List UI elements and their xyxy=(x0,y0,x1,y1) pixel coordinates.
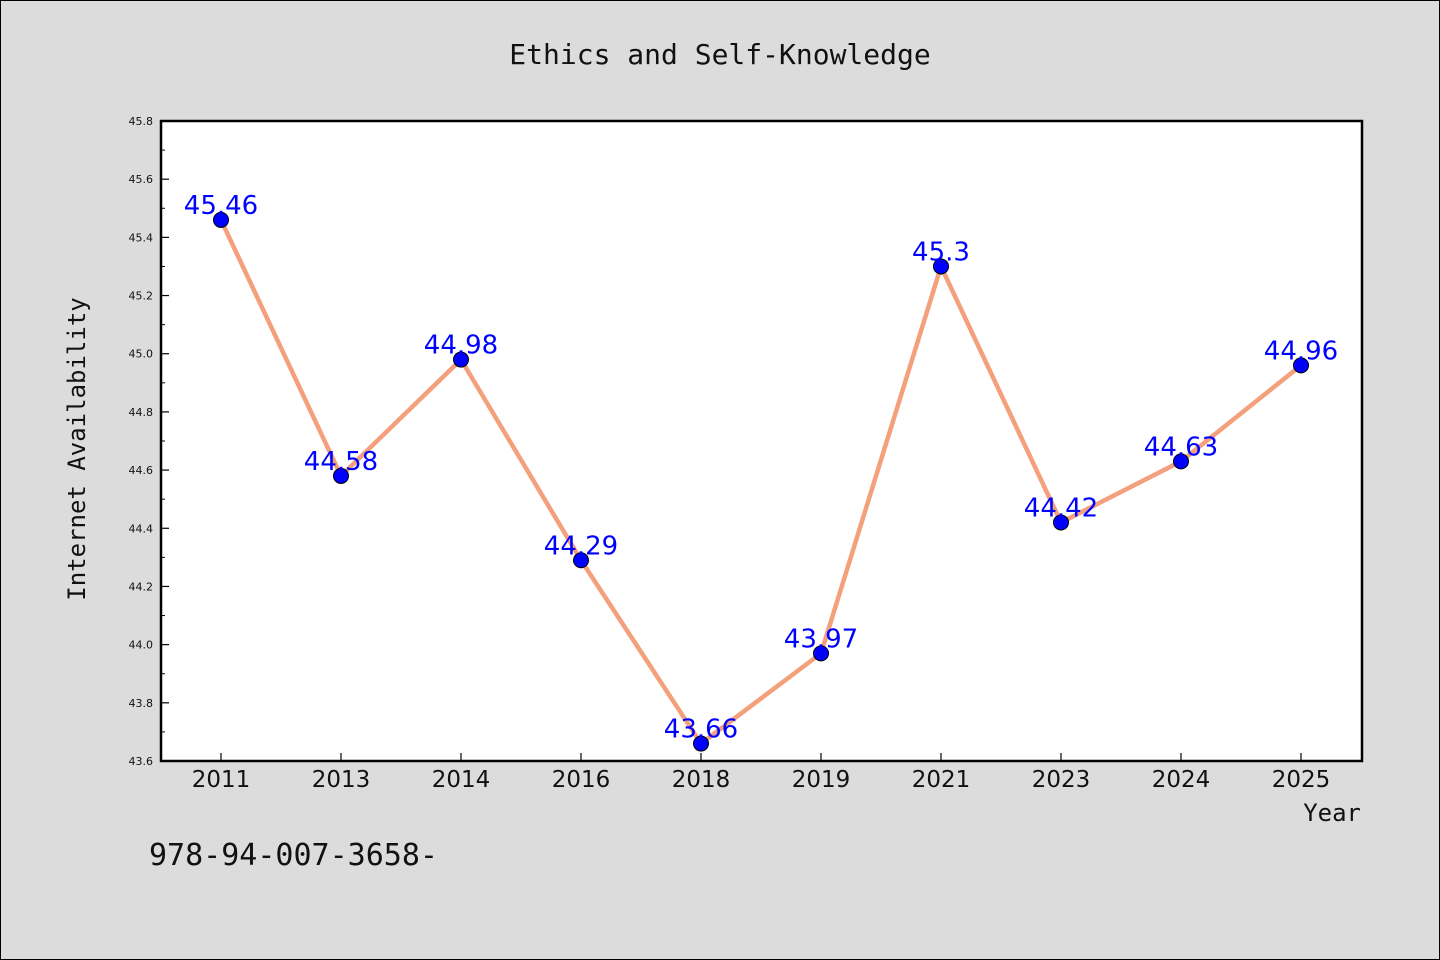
y-tick-label: 44.4 xyxy=(129,522,154,535)
data-label: 44.58 xyxy=(304,447,378,477)
data-point xyxy=(933,258,949,275)
data-point xyxy=(693,735,709,752)
y-axis: 43.6 43.8 44.0 44.2 44.4 44.6 44.8 45.0 45.2 45.4… xyxy=(129,115,169,768)
data-labels: 45.46 44.58 44.98 44.29 43.66 43.97 45.3 44.42 4… xyxy=(184,191,1338,745)
x-tick-label: 2018 xyxy=(672,767,731,793)
series-line xyxy=(218,218,1303,746)
x-tick-label: 2014 xyxy=(432,767,491,793)
y-axis-label: Internet Availability xyxy=(63,297,91,600)
data-point xyxy=(813,645,829,662)
y-tick-label: 44.2 xyxy=(129,580,154,593)
x-tick-label: 2024 xyxy=(1152,767,1211,793)
y-tick-label: 43.8 xyxy=(129,697,154,710)
data-label: 43.66 xyxy=(664,715,738,745)
data-point xyxy=(1053,514,1069,531)
y-tick-label: 45.4 xyxy=(129,231,154,244)
y-tick-label: 43.6 xyxy=(129,755,154,768)
y-tick-label: 45.2 xyxy=(129,290,154,303)
series-markers xyxy=(213,211,1309,752)
data-point xyxy=(573,552,589,569)
data-label: 44.42 xyxy=(1024,493,1098,523)
x-tick-label: 2025 xyxy=(1272,767,1331,793)
data-label: 44.98 xyxy=(424,331,498,361)
y-tick-label: 45.6 xyxy=(129,173,154,186)
data-label: 45.3 xyxy=(912,237,970,267)
plot-area xyxy=(159,119,1364,763)
x-tick-label: 2013 xyxy=(312,767,371,793)
x-tick-label: 2019 xyxy=(792,767,851,793)
chart-title: Ethics and Self-Knowledge xyxy=(509,38,930,71)
x-tick-label: 2016 xyxy=(552,767,611,793)
data-label: 43.97 xyxy=(784,624,858,654)
data-point xyxy=(213,211,229,228)
x-axis: 2011 2013 2014 2016 2018 2019 2021 2023 2024 2025 xyxy=(192,753,1331,793)
y-tick-label: 45.8 xyxy=(129,115,154,128)
x-tick-label: 2011 xyxy=(192,767,251,793)
data-point xyxy=(333,467,349,484)
data-point xyxy=(1293,357,1309,374)
y-tick-label: 44.6 xyxy=(129,464,154,477)
data-label: 45.46 xyxy=(184,191,258,221)
x-axis-label: Year xyxy=(1303,799,1361,827)
x-tick-label: 2021 xyxy=(912,767,971,793)
data-label: 44.96 xyxy=(1264,336,1338,366)
footnote-isbn: 978-94-007-3658- xyxy=(149,838,438,873)
y-tick-label: 44.0 xyxy=(129,639,154,652)
y-tick-label: 44.8 xyxy=(129,406,154,419)
data-label: 44.63 xyxy=(1144,432,1218,462)
data-point xyxy=(1173,453,1189,470)
data-label: 44.29 xyxy=(544,531,618,561)
x-tick-label: 2023 xyxy=(1032,767,1091,793)
y-tick-label: 45.0 xyxy=(129,348,154,361)
data-point xyxy=(453,351,469,368)
